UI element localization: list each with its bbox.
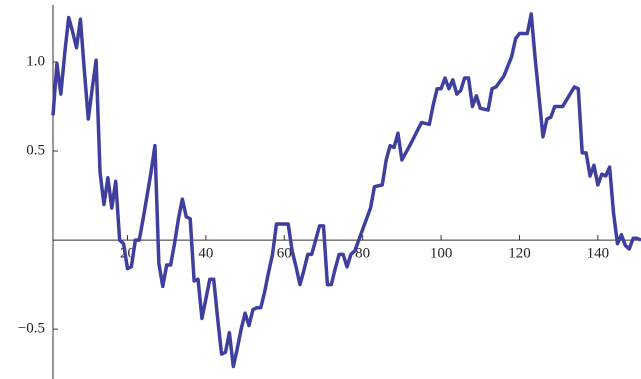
y-tick-label: −0.5 bbox=[18, 321, 45, 337]
x-tick-label: 80 bbox=[355, 246, 370, 262]
x-tick-label: 140 bbox=[587, 246, 610, 262]
y-tick-label: 0.5 bbox=[26, 142, 45, 158]
x-tick-label: 100 bbox=[430, 246, 453, 262]
x-tick-label: 120 bbox=[508, 246, 531, 262]
y-tick-label: 1.0 bbox=[26, 53, 45, 69]
x-tick-label: 60 bbox=[277, 246, 292, 262]
x-tick-label: 40 bbox=[198, 246, 213, 262]
data-line bbox=[51, 12, 641, 369]
